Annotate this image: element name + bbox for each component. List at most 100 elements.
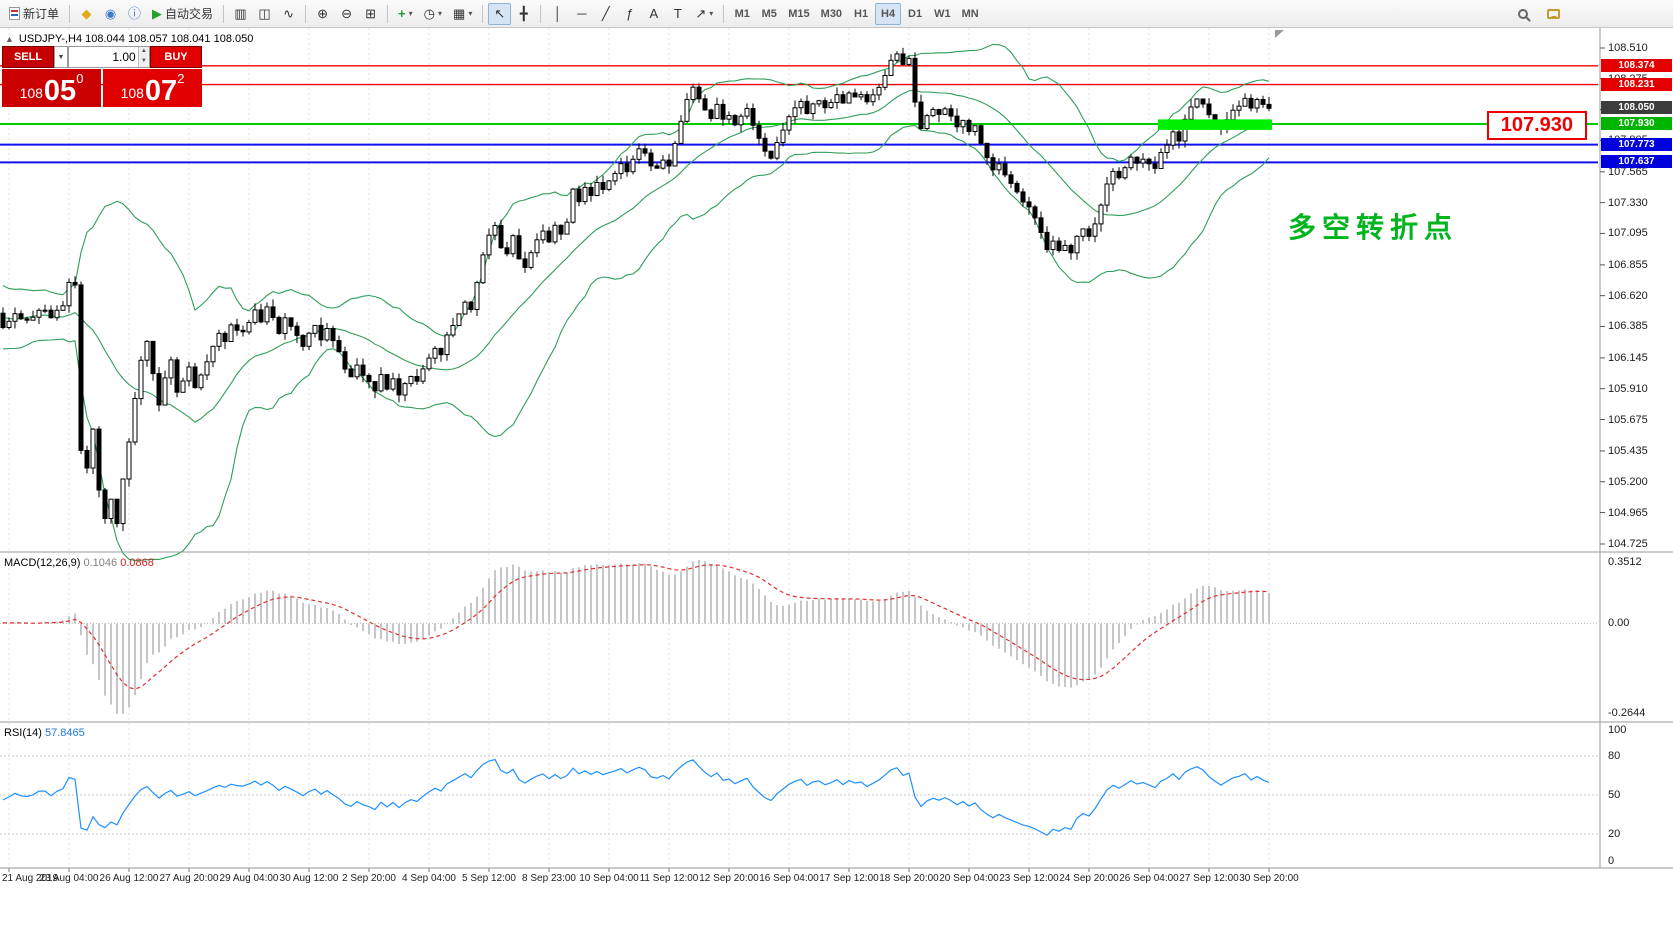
timeframe-m5-button[interactable]: M5 bbox=[756, 3, 782, 25]
candle-body bbox=[588, 186, 594, 196]
candle-body bbox=[18, 313, 24, 320]
cursor-button[interactable]: ↖ bbox=[488, 2, 512, 25]
candle-body bbox=[1056, 240, 1062, 252]
candle-body bbox=[792, 107, 798, 118]
candle-body bbox=[864, 94, 870, 103]
chat-button[interactable] bbox=[1542, 3, 1565, 25]
horizontal-line-button[interactable]: ─ bbox=[570, 3, 593, 25]
candle-body bbox=[738, 115, 744, 126]
templates-button[interactable]: ▦ ▾ bbox=[448, 3, 477, 25]
sell-price-display[interactable]: 108 05 0 bbox=[2, 69, 101, 107]
candlestick-chart-button[interactable]: ◫ bbox=[253, 3, 276, 25]
candle-body bbox=[24, 318, 30, 321]
time-axis[interactable]: 21 Aug 2019 23 Aug 04:00 26 Aug 12:00 27 Au… bbox=[0, 868, 1673, 890]
arrows-button[interactable]: ↗ ▾ bbox=[690, 3, 718, 25]
text-label-button[interactable]: T bbox=[666, 3, 689, 25]
time-axis-label: 16 Sep 04:00 bbox=[759, 873, 819, 884]
axis-label: 0.3512 bbox=[1608, 556, 1642, 568]
buy-price-display[interactable]: 108 07 2 bbox=[103, 69, 202, 107]
candle-body bbox=[1242, 97, 1248, 107]
candle-body bbox=[660, 159, 666, 169]
chevron-down-icon: ▾ bbox=[408, 9, 413, 18]
fibonacci-button[interactable]: ƒ bbox=[618, 3, 641, 25]
volume-dropdown-button[interactable]: ▼ bbox=[54, 46, 68, 68]
price-level-flag[interactable]: 107.930 bbox=[1486, 111, 1587, 140]
candle-body bbox=[390, 378, 396, 390]
zoom-in-button[interactable]: ⊕ bbox=[311, 3, 334, 25]
candle-body bbox=[1182, 118, 1188, 142]
candle-body bbox=[876, 86, 882, 96]
tile-windows-button[interactable]: ⊞ bbox=[359, 3, 382, 25]
candle-body bbox=[282, 317, 288, 334]
candle-body bbox=[714, 103, 720, 119]
timeframe-d1-button[interactable]: D1 bbox=[902, 3, 928, 25]
candle-body bbox=[1248, 97, 1254, 109]
candle-body bbox=[1194, 98, 1200, 108]
candle-body bbox=[456, 313, 462, 326]
candle-body bbox=[990, 157, 996, 171]
candle-body bbox=[486, 234, 492, 256]
buy-button[interactable]: BUY bbox=[150, 46, 202, 68]
price-tag: 108.374 bbox=[1601, 58, 1672, 72]
axis-label: 0.00 bbox=[1608, 617, 1630, 630]
periods-button[interactable]: ◷ ▾ bbox=[419, 3, 447, 25]
candle-body bbox=[984, 142, 990, 159]
highlight-zone[interactable] bbox=[1158, 119, 1272, 130]
candle-body bbox=[786, 116, 792, 131]
candle-body bbox=[366, 374, 372, 383]
candle-body bbox=[936, 109, 942, 115]
candle-body bbox=[642, 148, 648, 154]
volume-increase-button[interactable]: ▲ bbox=[138, 47, 149, 57]
indicators-button[interactable]: + ▾ bbox=[393, 3, 418, 25]
user-profile-button[interactable]: ◉ bbox=[99, 3, 122, 25]
chart-window[interactable]: ▲ USDJPY-,H4 108.044 108.057 108.041 108.… bbox=[0, 28, 1673, 950]
axis-label: 107.565 bbox=[1608, 165, 1648, 178]
candle-body bbox=[120, 478, 126, 525]
chevron-down-icon: ▾ bbox=[468, 9, 473, 18]
timeframe-m15-button[interactable]: M15 bbox=[783, 3, 814, 25]
candle-body bbox=[840, 94, 846, 104]
mql5-community-button[interactable]: ◆ bbox=[75, 3, 98, 25]
timeframe-m1-button[interactable]: M1 bbox=[729, 3, 755, 25]
price-tag: 108.050 bbox=[1601, 101, 1672, 115]
candle-body bbox=[1110, 170, 1116, 185]
timeframe-w1-button[interactable]: W1 bbox=[929, 3, 956, 25]
autotrading-button[interactable]: ▶ 自动交易 bbox=[147, 3, 218, 25]
timeframe-h4-button[interactable]: H4 bbox=[875, 2, 902, 25]
candle-body bbox=[204, 361, 210, 376]
trade-panel-toggle[interactable]: ▲ bbox=[5, 34, 14, 44]
text-button[interactable]: A bbox=[642, 3, 665, 25]
sell-button[interactable]: SELL bbox=[2, 46, 54, 68]
candle-body bbox=[72, 281, 78, 286]
candle-body bbox=[492, 225, 498, 236]
macd-label: MACD(12,26,9) 0.1046 0.0868 bbox=[4, 557, 154, 569]
search-button[interactable] bbox=[1511, 3, 1534, 25]
candle-body bbox=[996, 163, 1002, 171]
timeframe-m30-button[interactable]: M30 bbox=[816, 3, 847, 25]
candle-body bbox=[222, 332, 228, 342]
zoom-out-button[interactable]: ⊖ bbox=[335, 3, 358, 25]
chart-canvas[interactable] bbox=[0, 28, 1673, 898]
candle-body bbox=[192, 366, 198, 389]
time-axis-label: 18 Sep 20:00 bbox=[879, 873, 939, 884]
candle-body bbox=[1002, 163, 1008, 176]
price-tag: 107.930 bbox=[1601, 117, 1672, 130]
vertical-line-button[interactable]: │ bbox=[546, 3, 569, 25]
separator bbox=[223, 4, 225, 23]
axis-label: 20 bbox=[1608, 828, 1621, 840]
volume-decrease-button[interactable]: ▼ bbox=[138, 57, 149, 67]
volume-input[interactable] bbox=[69, 47, 138, 67]
candle-body bbox=[1188, 106, 1194, 120]
help-info-button[interactable]: ⓘ bbox=[123, 3, 146, 25]
candle-body bbox=[210, 345, 216, 363]
new-order-button[interactable]: 新订单 bbox=[4, 3, 64, 25]
candle-body bbox=[942, 108, 948, 115]
trendline-button[interactable]: ╱ bbox=[594, 3, 617, 25]
timeframe-mn-button[interactable]: MN bbox=[957, 3, 984, 25]
candle-body bbox=[870, 94, 876, 103]
bar-chart-button[interactable]: ▥ bbox=[229, 3, 252, 25]
timeframe-h1-button[interactable]: H1 bbox=[848, 3, 874, 25]
line-chart-button[interactable]: ∿ bbox=[277, 3, 300, 25]
crosshair-button[interactable]: ╋ bbox=[512, 3, 535, 25]
candle-body bbox=[402, 383, 408, 396]
